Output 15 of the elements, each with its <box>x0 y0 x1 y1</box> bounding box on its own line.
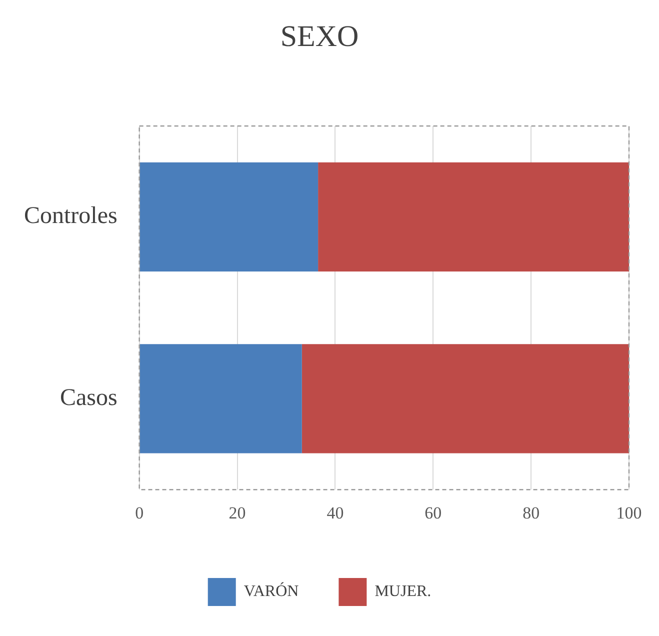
legend-label: MUJER. <box>374 583 432 600</box>
x-tick-label: 80 <box>522 503 540 522</box>
x-tick-label: 0 <box>135 503 144 522</box>
bar <box>140 162 318 272</box>
y-tick-label: Casos <box>60 384 118 411</box>
x-tick-label: 100 <box>616 503 642 522</box>
x-tick-label: 20 <box>228 503 246 522</box>
legend-label: VARÓN <box>244 582 300 600</box>
bar <box>140 344 302 454</box>
x-tick-label: 60 <box>424 503 442 522</box>
chart-title: SEXO <box>280 20 359 53</box>
y-tick-label: Controles <box>24 203 118 230</box>
bar <box>302 344 629 454</box>
bar <box>318 162 629 272</box>
x-tick-label: 40 <box>326 503 344 522</box>
